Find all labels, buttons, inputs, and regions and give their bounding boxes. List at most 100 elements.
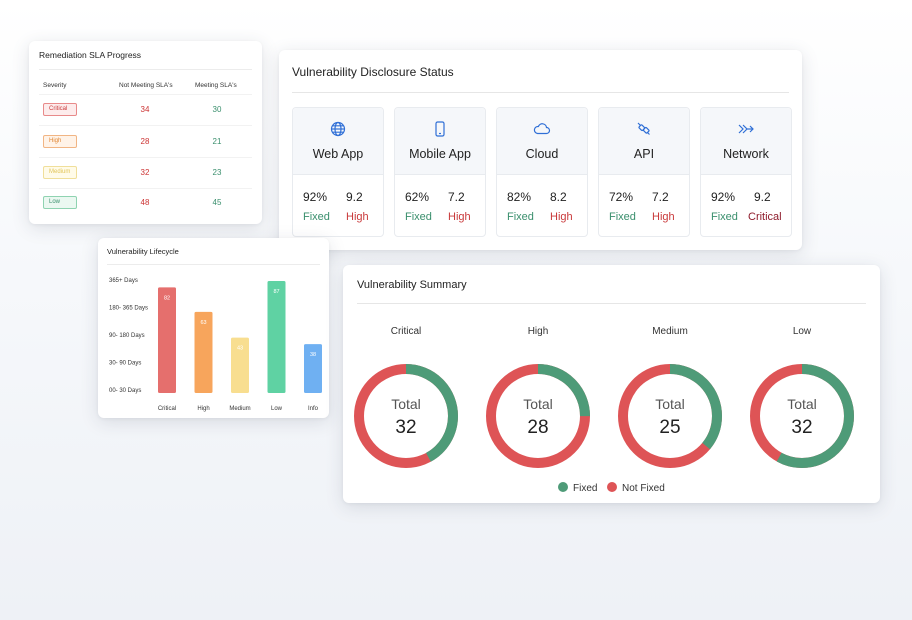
severity-badge-high: High [43,135,77,148]
network-icon [701,121,791,137]
meeting-value: 45 [212,198,222,207]
donut-segment-fixed[interactable] [354,364,458,468]
risk-score: 7.2 [652,190,669,204]
sla-card-title: Remediation SLA Progress [39,50,142,60]
fixed-label: Fixed [507,211,534,223]
bar-data-label: 82 [164,295,170,301]
severity-label: Critical [748,211,782,223]
donut-chart-critical [354,364,458,468]
severity-label: High [652,211,675,223]
donut-chart-low [750,364,854,468]
donut-total-label: Total [787,396,817,412]
x-tick-label: High [197,406,209,412]
category-header: Web App [293,108,383,175]
category-card-web-app[interactable]: Web App 92% 9.2 Fixed High [292,107,384,237]
bar-info[interactable] [304,344,322,393]
y-tick-label: 30- 90 Days [109,361,141,367]
donut-title-critical: Critical [390,326,422,337]
bar-low[interactable] [267,281,286,393]
category-card-cloud[interactable]: Cloud 82% 8.2 Fixed High [496,107,588,237]
cloud-icon [497,121,587,137]
donut-total-value: 32 [395,417,417,438]
fixed-percent: 82% [507,190,532,204]
donut-segment-fixed[interactable] [750,364,854,468]
sla-progress-card: Remediation SLA Progress Severity Not Me… [29,41,262,224]
sla-row-high: High 28 21 [29,135,262,155]
category-name: Network [723,147,769,161]
x-tick-label: Low [271,406,283,412]
legend-item-not-fixed[interactable]: Not Fixed [607,482,665,494]
severity-label: High [550,211,573,223]
divider [39,94,252,95]
donut-segment-fixed[interactable] [486,364,590,468]
fixed-percent: 62% [405,190,430,204]
summary-card-title: Vulnerability Summary [357,279,467,291]
category-header: Mobile App [395,108,485,175]
meeting-column-header: Meeting SLA's [195,82,237,89]
category-card-network[interactable]: Network 92% 9.2 Fixed Critical [700,107,792,237]
severity-label: High [448,211,471,223]
not-meeting-column-header: Not Meeting SLA's [119,82,173,89]
sla-row-low: Low 48 45 [29,196,262,216]
lifecycle-bar-chart: 365+ Days 180- 365 Days 90- 180 Days 30- 90… [109,278,322,412]
donut-total-label: Total [523,396,553,412]
legend-label: Fixed [573,483,598,494]
plug-icon [599,121,689,137]
category-header: API [599,108,689,175]
divider [292,92,789,93]
meeting-value: 21 [212,137,222,146]
meeting-value: 23 [212,168,222,177]
severity-badge-low: Low [43,196,77,209]
y-tick-label: 180- 365 Days [109,306,148,312]
y-tick-label: 90- 180 Days [109,333,145,339]
donut-segment-fixed[interactable] [618,364,722,468]
divider [357,303,866,304]
y-tick-label: 00- 30 Days [109,388,141,394]
category-card-api[interactable]: API 72% 7.2 Fixed High [598,107,690,237]
divider [39,69,252,70]
sla-row-medium: Medium 32 23 [29,166,262,186]
mobile-icon [395,121,485,137]
fixed-percent: 72% [609,190,634,204]
category-name: Cloud [525,147,559,161]
severity-column-header: Severity [43,82,67,89]
fixed-label: Fixed [711,211,738,223]
bar-critical[interactable] [158,287,176,393]
donut-title-high: High [527,326,549,337]
risk-score: 8.2 [550,190,567,204]
legend-item-fixed[interactable]: Fixed [558,482,597,494]
donut-chart-high [486,364,590,468]
category-card-mobile-app[interactable]: Mobile App 62% 7.2 Fixed High [394,107,486,237]
bar-high[interactable] [194,311,213,393]
meeting-value: 30 [212,105,222,114]
divider [39,188,252,189]
severity-badge-critical: Critical [43,103,77,116]
donut-title-medium: Medium [652,326,688,337]
donut-total-label: Total [655,396,685,412]
not-meeting-value: 28 [140,137,150,146]
category-name: API [633,147,655,161]
summary-card: Vulnerability Summary Critical High Medi… [343,265,880,503]
lifecycle-card-title: Vulnerability Lifecycle [107,247,179,256]
bar-data-label: 87 [273,289,279,295]
risk-score: 9.2 [754,190,771,204]
not-meeting-value: 34 [140,105,150,114]
severity-badge-medium: Medium [43,166,77,179]
x-tick-label: Critical [158,406,176,412]
fixed-label: Fixed [405,211,432,223]
legend-swatch-not-fixed [607,482,617,492]
bar-data-label: 38 [310,352,316,358]
fixed-label: Fixed [609,211,636,223]
disclosure-card-title: Vulnerability Disclosure Status [292,65,454,79]
legend-label: Not Fixed [622,483,665,494]
bar-medium[interactable] [231,337,249,393]
sla-row-critical: Critical 34 30 [29,103,262,123]
donut-total-value: 25 [659,417,681,438]
category-name: Mobile App [409,147,471,161]
fixed-percent: 92% [303,190,328,204]
donut-title-low: Low [792,326,812,337]
bar-data-label: 43 [237,346,243,352]
donut-total-label: Total [391,396,421,412]
legend-swatch-fixed [558,482,568,492]
globe-icon [293,121,383,137]
